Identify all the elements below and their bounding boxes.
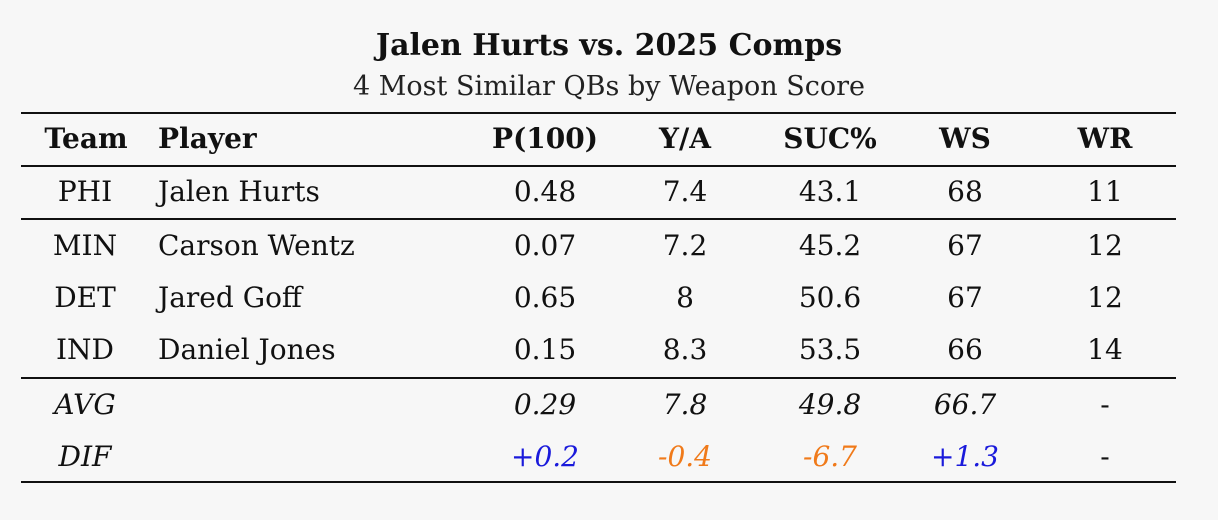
table-subtitle: 4 Most Similar QBs by Weapon Score	[353, 71, 865, 102]
suc-cell: 53.5	[798, 333, 862, 366]
p100-cell: 0.65	[513, 281, 577, 314]
team-cell: MIN	[52, 229, 118, 262]
dif-p100: +0.2	[511, 440, 579, 473]
col-header-team: Team	[44, 122, 128, 155]
col-header-suc: SUC%	[783, 122, 877, 155]
col-header-ya: Y/A	[659, 122, 711, 155]
dif-row: DIF +0.2 -0.4 -6.7 +1.3 -	[0, 431, 1218, 483]
dif-wr: -	[1100, 440, 1110, 473]
table-title: Jalen Hurts vs. 2025 Comps	[375, 28, 843, 63]
summary-rule	[21, 377, 1176, 379]
team-cell: PHI	[57, 175, 113, 208]
wr-cell: 12	[1087, 229, 1123, 262]
dif-ya: -0.4	[658, 440, 712, 473]
p100-cell: 0.15	[513, 333, 577, 366]
col-header-ws: WS	[939, 122, 991, 155]
col-header-wr: WR	[1077, 122, 1133, 155]
ws-cell: 68	[947, 175, 983, 208]
player-cell: Jalen Hurts	[158, 175, 320, 208]
p100-cell: 0.07	[513, 229, 577, 262]
avg-row: AVG 0.29 7.8 49.8 66.7 -	[0, 379, 1218, 431]
player-cell: Jared Goff	[158, 281, 302, 314]
table-row: MIN Carson Wentz 0.07 7.2 45.2 67 12	[0, 220, 1218, 272]
dif-ws: +1.3	[931, 440, 999, 473]
col-header-p100: P(100)	[492, 122, 598, 155]
ws-cell: 67	[947, 229, 983, 262]
header-rule	[21, 165, 1176, 167]
wr-cell: 14	[1087, 333, 1123, 366]
team-cell: DET	[54, 281, 116, 314]
wr-cell: 11	[1087, 175, 1123, 208]
ws-cell: 67	[947, 281, 983, 314]
player-cell: Daniel Jones	[158, 333, 336, 366]
wr-cell: 12	[1087, 281, 1123, 314]
avg-ya: 7.8	[662, 388, 708, 421]
ya-cell: 7.4	[662, 175, 708, 208]
avg-label: AVG	[54, 388, 116, 421]
table-row: IND Daniel Jones 0.15 8.3 53.5 66 14	[0, 324, 1218, 376]
header-row: Team Player P(100) Y/A SUC% WS WR	[0, 113, 1218, 165]
subject-rule	[21, 218, 1176, 220]
ya-cell: 8.3	[662, 333, 708, 366]
col-header-player: Player	[158, 122, 257, 155]
p100-cell: 0.48	[513, 175, 577, 208]
top-rule	[21, 112, 1176, 114]
suc-cell: 50.6	[798, 281, 862, 314]
suc-cell: 45.2	[798, 229, 862, 262]
suc-cell: 43.1	[798, 175, 862, 208]
dif-suc: -6.7	[803, 440, 857, 473]
dif-label: DIF	[58, 440, 112, 473]
avg-p100: 0.29	[513, 388, 577, 421]
team-cell: IND	[55, 333, 114, 366]
avg-wr: -	[1100, 388, 1110, 421]
ya-cell: 8	[676, 281, 694, 314]
table-row: PHI Jalen Hurts 0.48 7.4 43.1 68 11	[0, 166, 1218, 218]
ws-cell: 66	[947, 333, 983, 366]
player-cell: Carson Wentz	[158, 229, 355, 262]
ya-cell: 7.2	[662, 229, 708, 262]
avg-ws: 66.7	[933, 388, 997, 421]
table-row: DET Jared Goff 0.65 8 50.6 67 12	[0, 272, 1218, 324]
avg-suc: 49.8	[798, 388, 862, 421]
bottom-rule	[21, 481, 1176, 483]
